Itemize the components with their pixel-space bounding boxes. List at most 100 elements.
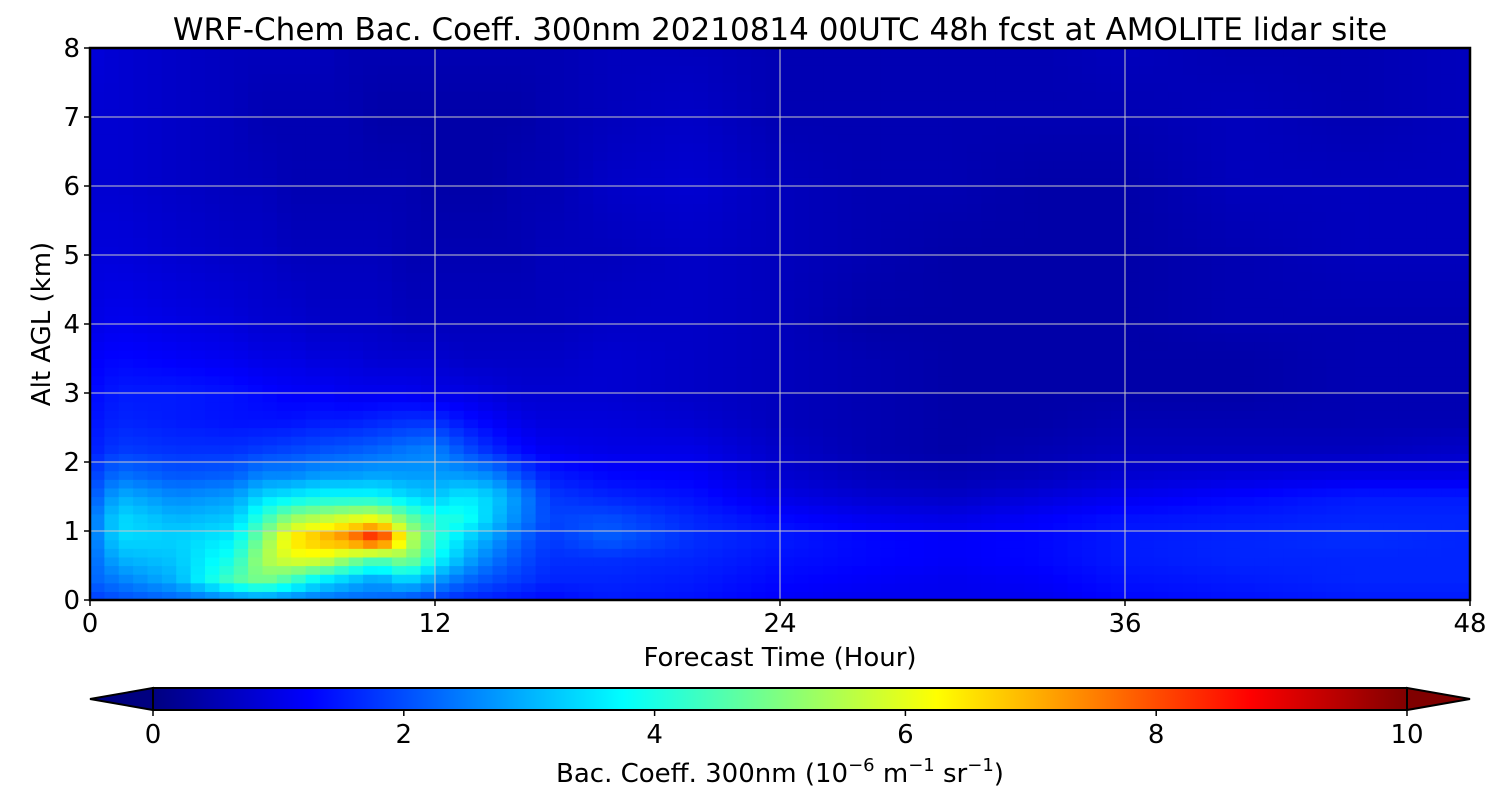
heatmap-cell — [593, 82, 609, 92]
heatmap-cell — [449, 410, 465, 420]
heatmap-cell — [823, 255, 839, 265]
heatmap-cell — [722, 548, 738, 558]
heatmap-cell — [291, 203, 307, 213]
heatmap-cell — [1196, 548, 1212, 558]
heatmap-cell — [262, 349, 278, 360]
heatmap-cell — [521, 401, 537, 411]
heatmap-cell — [880, 410, 896, 420]
heatmap-cell — [1168, 375, 1184, 385]
heatmap-cell — [248, 522, 264, 532]
heatmap-cell — [219, 298, 235, 308]
heatmap-cell — [780, 410, 795, 420]
heatmap-cell — [248, 142, 264, 153]
heatmap-cell — [118, 539, 134, 549]
heatmap-cell — [1110, 91, 1126, 101]
heatmap-cell — [276, 393, 292, 403]
heatmap-cell — [621, 349, 637, 360]
heatmap-cell — [607, 384, 623, 394]
heatmap-cell — [808, 522, 824, 532]
heatmap-cell — [665, 151, 680, 161]
heatmap-cell — [363, 444, 379, 454]
heatmap-cell — [1153, 470, 1169, 480]
heatmap-cell — [593, 341, 609, 351]
heatmap-cell — [521, 470, 537, 480]
heatmap-cell — [1168, 177, 1184, 187]
heatmap-cell — [866, 548, 882, 558]
heatmap-cell — [219, 324, 235, 334]
heatmap-cell — [1081, 280, 1097, 291]
heatmap-cell — [478, 349, 494, 360]
heatmap-cell — [578, 591, 594, 600]
heatmap-cell — [104, 487, 120, 498]
heatmap-cell — [391, 255, 407, 265]
heatmap-cell — [118, 91, 134, 101]
heatmap-cell — [851, 539, 867, 549]
heatmap-cell — [665, 99, 680, 109]
heatmap-cell — [233, 341, 249, 351]
heatmap-cell — [751, 513, 767, 523]
heatmap-cell — [1182, 194, 1198, 204]
heatmap-cell — [104, 65, 120, 75]
heatmap-cell — [147, 194, 163, 204]
heatmap-cell — [895, 246, 910, 256]
heatmap-cell — [851, 160, 867, 170]
heatmap-cell — [1182, 151, 1198, 161]
heatmap-cell — [679, 358, 695, 368]
heatmap-cell — [305, 393, 321, 403]
heatmap-cell — [118, 487, 134, 498]
heatmap-cell — [276, 160, 292, 170]
heatmap-cell — [118, 48, 134, 58]
heatmap-cell — [161, 375, 177, 385]
heatmap-cell — [1125, 349, 1140, 360]
heatmap-cell — [1096, 142, 1112, 153]
heatmap-cell — [1038, 341, 1054, 351]
heatmap-cell — [1196, 160, 1212, 170]
heatmap-cell — [1139, 99, 1155, 109]
heatmap-cell — [334, 73, 350, 84]
heatmap-cell — [161, 444, 177, 454]
heatmap-cell — [334, 410, 350, 420]
heatmap-cell — [406, 332, 422, 342]
heatmap-cell — [1096, 134, 1112, 144]
heatmap-cell — [506, 117, 522, 127]
heatmap-cell — [90, 470, 105, 480]
heatmap-cell — [866, 496, 882, 506]
heatmap-cell — [837, 479, 853, 489]
heatmap-cell — [981, 272, 997, 282]
heatmap-cell — [564, 151, 580, 161]
heatmap-cell — [593, 73, 609, 84]
heatmap-cell — [348, 470, 364, 480]
heatmap-cell — [1038, 531, 1054, 541]
heatmap-cell — [823, 99, 839, 109]
heatmap-cell — [406, 263, 422, 273]
heatmap-cell — [205, 522, 220, 532]
heatmap-cell — [1125, 82, 1140, 92]
heatmap-cell — [938, 255, 954, 265]
heatmap-cell — [1067, 375, 1083, 385]
heatmap-cell — [176, 220, 192, 230]
heatmap-cell — [564, 513, 580, 523]
heatmap-cell — [665, 211, 680, 222]
heatmap-cell — [90, 582, 105, 592]
heatmap-cell — [1182, 574, 1198, 584]
heatmap-cell — [938, 574, 954, 584]
heatmap-cell — [1024, 539, 1040, 549]
heatmap-cell — [1110, 418, 1126, 429]
heatmap-cell — [521, 349, 537, 360]
heatmap-cell — [837, 65, 853, 75]
heatmap-cell — [593, 211, 609, 222]
heatmap-cell — [492, 246, 508, 256]
heatmap-cell — [578, 177, 594, 187]
heatmap-cell — [923, 99, 939, 109]
heatmap-cell — [492, 177, 508, 187]
heatmap-cell — [363, 263, 379, 273]
heatmap-cell — [837, 341, 853, 351]
heatmap-cell — [305, 496, 321, 506]
heatmap-cell — [420, 56, 436, 66]
heatmap-cell — [262, 531, 278, 541]
heatmap-cell — [823, 393, 839, 403]
heatmap-cell — [636, 160, 652, 170]
heatmap-cell — [449, 401, 465, 411]
heatmap-cell — [909, 298, 925, 308]
heatmap-cell — [320, 134, 335, 144]
